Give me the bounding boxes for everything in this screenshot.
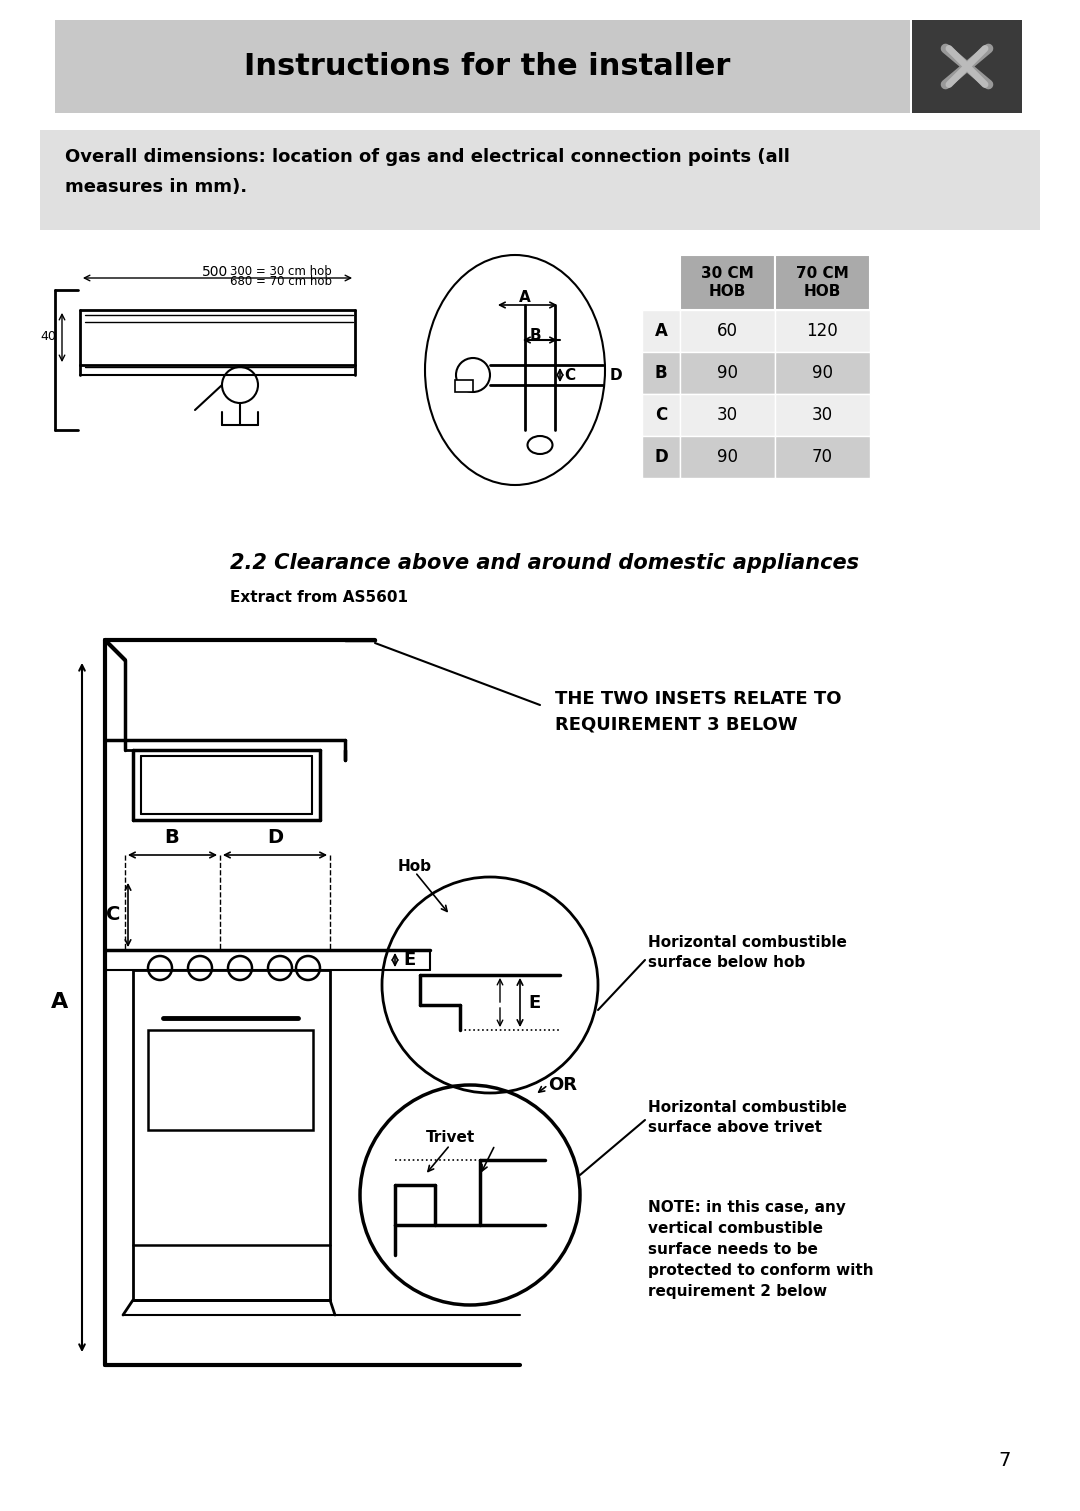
Text: 120: 120 [807,322,838,340]
Text: 7: 7 [999,1451,1011,1470]
Bar [642,394,680,437]
Text: 90: 90 [812,364,833,382]
Text: 70: 70 [812,447,833,465]
Bar [680,394,775,437]
Text: Overall dimensions: location of gas and electrical connection points (all: Overall dimensions: location of gas and … [65,148,789,166]
Text: Trivet: Trivet [426,1130,474,1145]
Bar [680,310,775,352]
Bar [455,379,473,391]
Text: B: B [529,328,541,343]
Bar [775,437,870,477]
Bar [55,20,910,113]
Text: 2.2 Clearance above and around domestic appliances: 2.2 Clearance above and around domestic … [230,553,859,573]
Text: D: D [267,828,283,848]
Bar [775,255,870,310]
Text: B: B [654,364,667,382]
Text: OR: OR [548,1076,577,1094]
Text: A: A [654,322,667,340]
Text: Hob: Hob [399,858,432,873]
Bar [680,255,775,310]
Text: 40: 40 [40,331,56,343]
Text: Horizontal combustible
surface below hob: Horizontal combustible surface below hob [648,935,847,970]
Text: 500: 500 [202,264,228,280]
Text: A: A [52,993,69,1012]
Text: E: E [403,950,415,969]
Text: NOTE: in this case, any
vertical combustible
surface needs to be
protected to co: NOTE: in this case, any vertical combust… [648,1200,874,1299]
Bar [775,310,870,352]
Bar [642,437,680,477]
Text: measures in mm).: measures in mm). [65,178,247,196]
Text: E: E [528,994,540,1012]
Text: Extract from AS5601: Extract from AS5601 [230,589,408,604]
Text: 30 CM
HOB: 30 CM HOB [701,266,754,299]
Bar [775,352,870,394]
Text: D: D [654,447,667,465]
Bar [680,352,775,394]
Text: Instructions for the installer: Instructions for the installer [244,51,730,82]
Text: C: C [564,367,576,382]
Bar [133,970,330,1299]
Text: Horizontal combustible
surface above trivet: Horizontal combustible surface above tri… [648,1100,847,1135]
Text: C: C [654,406,667,425]
Text: B: B [164,828,179,848]
Text: A: A [519,290,531,305]
Text: 60: 60 [717,322,738,340]
Text: THE TWO INSETS RELATE TO
REQUIREMENT 3 BELOW: THE TWO INSETS RELATE TO REQUIREMENT 3 B… [555,691,841,733]
Text: D: D [610,367,623,382]
Text: C: C [106,905,120,925]
Text: 30: 30 [812,406,833,425]
Text: 90: 90 [717,447,738,465]
Text: 30: 30 [717,406,738,425]
Bar [912,20,1022,113]
Bar [148,1031,313,1130]
Bar [642,352,680,394]
Text: 300 = 30 cm hob: 300 = 30 cm hob [230,264,332,278]
Text: 70 CM
HOB: 70 CM HOB [796,266,849,299]
Bar [642,310,680,352]
Bar [775,394,870,437]
Text: 680 = 70 cm hob: 680 = 70 cm hob [230,275,332,289]
Text: 90: 90 [717,364,738,382]
Bar [40,130,1040,230]
Bar [680,437,775,477]
